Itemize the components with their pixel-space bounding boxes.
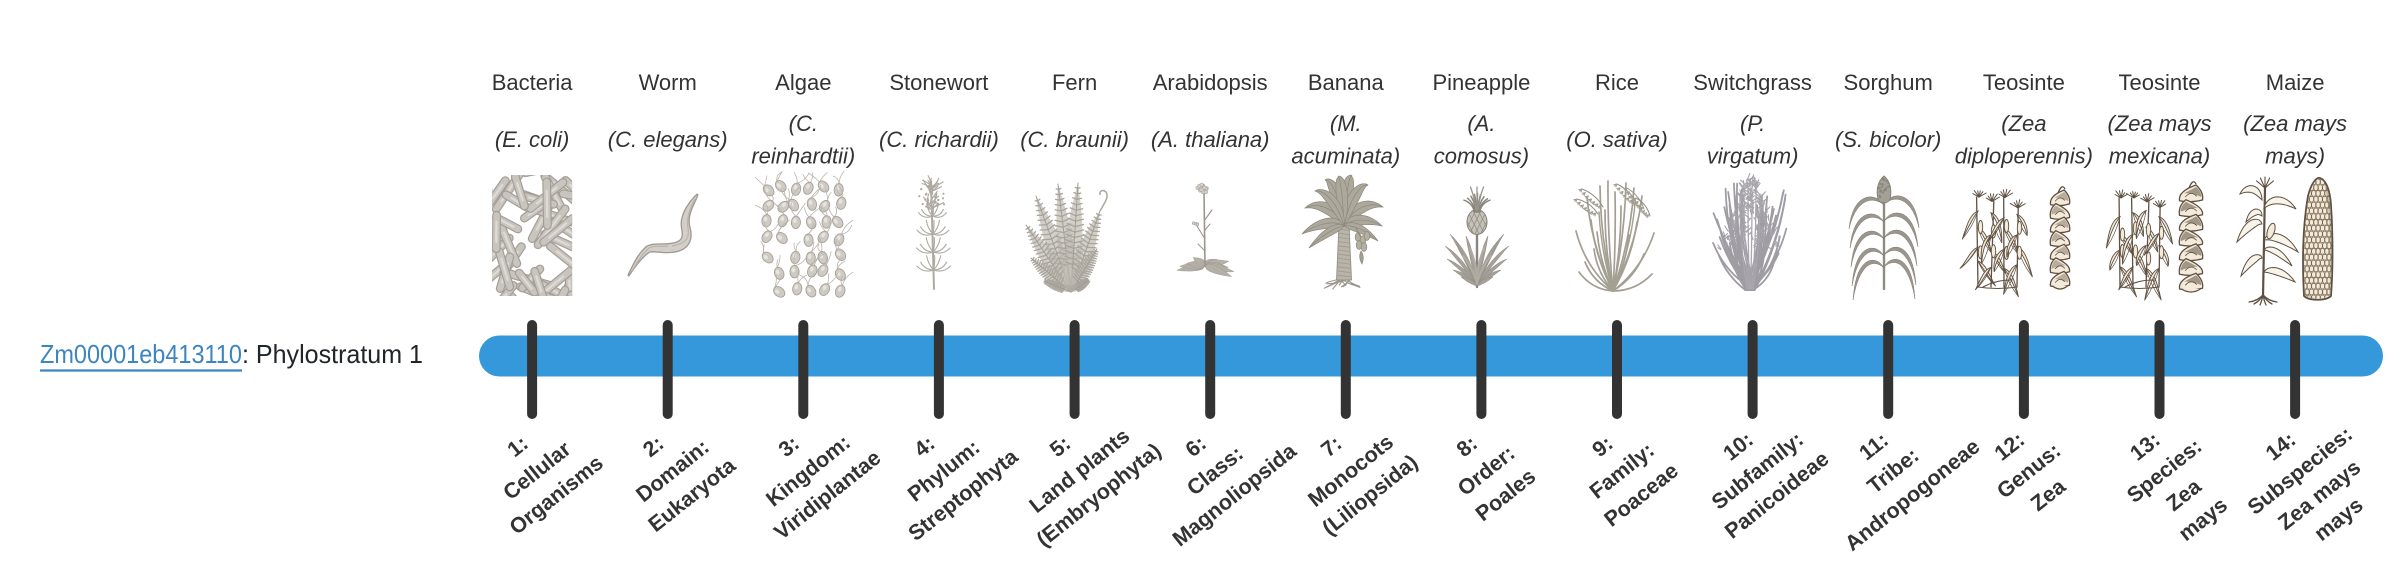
svg-text:(E. coli): (E. coli): [495, 127, 570, 152]
svg-text:virgatum): virgatum): [1707, 144, 1799, 169]
svg-text:(C. elegans): (C. elegans): [608, 127, 728, 152]
svg-text:(C.: (C.: [789, 111, 818, 136]
svg-text:(M.: (M.: [1330, 111, 1362, 136]
svg-text:Maize: Maize: [2266, 70, 2325, 95]
svg-text:Teosinte: Teosinte: [1983, 70, 2065, 95]
svg-text:(S. bicolor): (S. bicolor): [1835, 127, 1941, 152]
svg-text:(Zea: (Zea: [2001, 111, 2046, 136]
svg-text:(Zea mays: (Zea mays: [2108, 111, 2212, 136]
svg-text:(A.: (A.: [1467, 111, 1495, 136]
svg-text:Worm: Worm: [639, 70, 697, 95]
svg-text:(A. thaliana): (A. thaliana): [1151, 127, 1270, 152]
svg-text:mexicana): mexicana): [2109, 144, 2210, 169]
svg-text:Teosinte: Teosinte: [2119, 70, 2201, 95]
svg-text:reinhardtii): reinhardtii): [751, 144, 855, 169]
svg-text:Switchgrass: Switchgrass: [1693, 70, 1812, 95]
svg-text:Stonewort: Stonewort: [889, 70, 988, 95]
svg-text:acuminata): acuminata): [1291, 144, 1400, 169]
svg-text:(O. sativa): (O. sativa): [1566, 127, 1667, 152]
svg-text:Arabidopsis: Arabidopsis: [1153, 70, 1268, 95]
svg-text:(C. richardii): (C. richardii): [879, 127, 999, 152]
svg-text:Pineapple: Pineapple: [1432, 70, 1530, 95]
svg-text:(Zea mays: (Zea mays: [2243, 111, 2347, 136]
svg-text:Zm00001eb413110: Phylostratum: Zm00001eb413110: Phylostratum 1: [40, 339, 423, 369]
svg-text:Fern: Fern: [1052, 70, 1097, 95]
svg-text:comosus): comosus): [1434, 144, 1529, 169]
svg-text:Rice: Rice: [1595, 70, 1639, 95]
svg-text:(P.: (P.: [1740, 111, 1765, 136]
svg-text:Sorghum: Sorghum: [1844, 70, 1933, 95]
svg-text:diploperennis): diploperennis): [1955, 144, 2093, 169]
svg-text:Algae: Algae: [775, 70, 831, 95]
svg-text:Banana: Banana: [1308, 70, 1385, 95]
svg-text:mays): mays): [2265, 144, 2325, 169]
svg-text:(C. braunii): (C. braunii): [1020, 127, 1129, 152]
svg-text:Bacteria: Bacteria: [492, 70, 573, 95]
